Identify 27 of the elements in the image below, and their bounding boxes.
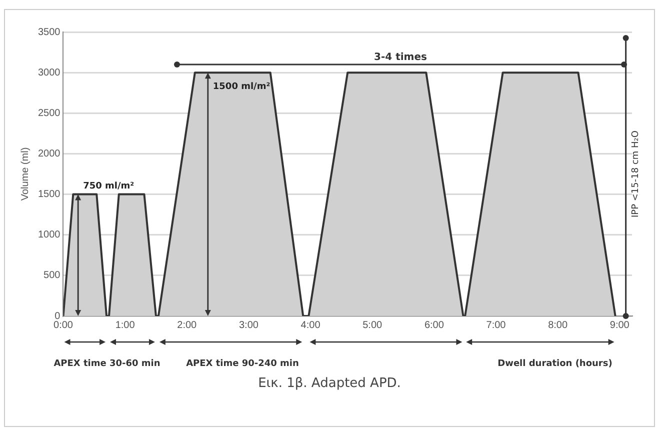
y-tick-label: 3500 bbox=[38, 26, 61, 38]
y-tick-label: 1000 bbox=[38, 230, 61, 241]
y-tick-label: 3000 bbox=[38, 67, 61, 78]
y-tick-label: 500 bbox=[44, 270, 61, 282]
ref-line-label: IPP <15-18 cm H₂O bbox=[631, 130, 642, 218]
text: APEX time 30-60 min bbox=[52, 359, 162, 370]
x-tick-label: 6:00 bbox=[424, 320, 444, 331]
text: Εικ. 1β. Adapted APD. bbox=[257, 376, 402, 391]
x-tick-label: 7:00 bbox=[486, 320, 506, 331]
x-tick-label: 1:00 bbox=[115, 320, 136, 331]
text: APEX time 90-240 min bbox=[185, 359, 300, 370]
x-tick-label: 0:00 bbox=[54, 320, 74, 331]
y-tick-label: 2000 bbox=[38, 148, 61, 160]
y-tick-label: 1500 bbox=[38, 189, 61, 200]
x-tick-label: 8:00 bbox=[548, 320, 568, 331]
annotation: 750 ml/m² bbox=[83, 182, 134, 192]
ref-line-label: 3-4 times bbox=[374, 52, 427, 64]
x-tick-label: 5:00 bbox=[362, 320, 383, 331]
annotation: 1500 ml/m² bbox=[212, 82, 270, 92]
x-tick-label: 4:00 bbox=[300, 320, 321, 331]
text: Dwell duration (hours) bbox=[496, 359, 614, 370]
x-tick-label: 9:00 bbox=[610, 320, 630, 331]
y-tick-label: 0 bbox=[54, 310, 61, 322]
y-tick-label: 2500 bbox=[38, 108, 61, 119]
x-tick-label: 2:00 bbox=[177, 320, 198, 331]
x-tick-label: 3:00 bbox=[238, 320, 259, 331]
y-axis-title: Volume (ml) bbox=[20, 147, 31, 201]
